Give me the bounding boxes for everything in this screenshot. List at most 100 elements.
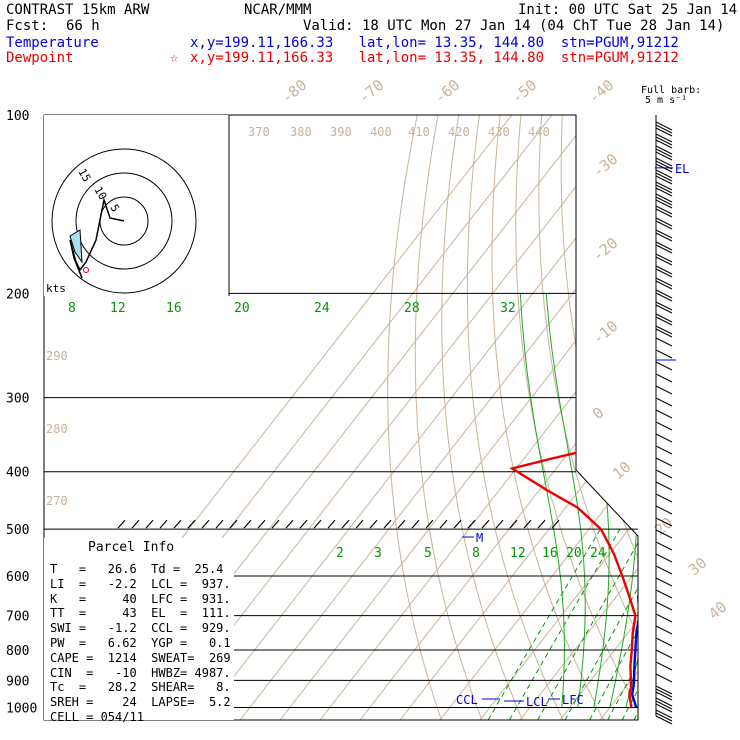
hatch-mark — [201, 519, 210, 529]
hatch-mark — [215, 519, 224, 529]
wind-barb — [655, 685, 673, 695]
mixing-ratio-line — [487, 528, 601, 720]
isotherm-line — [680, 115, 740, 720]
wind-barb — [655, 169, 673, 179]
wind-barb — [655, 148, 673, 158]
wind-barb — [655, 163, 673, 173]
wind-barb — [655, 505, 673, 515]
hatch-mark — [383, 519, 392, 529]
wind-barb — [655, 577, 673, 587]
wind-barb — [655, 187, 673, 197]
dry-adiabat-line — [728, 115, 740, 720]
pressure-label: 200 — [6, 287, 29, 302]
wind-barb — [655, 625, 673, 635]
moist-adiabat-label: 20 — [234, 301, 250, 316]
wind-barb — [655, 481, 673, 491]
dry-adiabat-line — [515, 115, 638, 720]
wind-barb — [655, 304, 673, 314]
mixing-ratio-label: 8 — [472, 546, 480, 561]
wind-barb — [655, 661, 673, 671]
theta-label: 400 — [370, 125, 392, 139]
wind-barb — [655, 151, 673, 161]
hatch-mark — [369, 519, 378, 529]
isotherm-label: -20 — [589, 234, 621, 265]
hatch-mark — [509, 519, 518, 529]
dry-adiabat-line — [466, 115, 564, 720]
moist-adiabat-label: 24 — [314, 301, 330, 316]
isotherm-label: -40 — [585, 76, 617, 107]
wind-barb — [655, 181, 673, 191]
isotherm-line — [399, 115, 638, 720]
mixing-ratio-line — [633, 528, 638, 720]
hodograph-ring-label: 15 — [75, 166, 93, 184]
wind-barb — [655, 253, 673, 263]
wind-barb — [655, 268, 673, 278]
hatch-mark — [453, 519, 462, 529]
theta-label: 290 — [46, 349, 68, 363]
hodograph-ring-label: 10 — [91, 184, 109, 202]
mixing-ratio-label: 3 — [374, 546, 382, 561]
theta-label: 380 — [290, 125, 312, 139]
pressure-label: 500 — [6, 523, 29, 538]
mixing-ratio-label: 5 — [424, 546, 432, 561]
wind-barb — [655, 136, 673, 146]
hatch-mark — [299, 519, 308, 529]
wind-barb — [655, 691, 673, 701]
wind-barb — [655, 637, 673, 647]
parcel-info-row: LI = -2.2 LCL = 937. — [50, 576, 231, 591]
wind-barb — [655, 256, 673, 266]
temperature-location: x,y=199.11,166.33 lat,lon= 13.35, 144.80… — [190, 35, 679, 51]
parcel-info-row: CIN = -10 HWBZ= 4987. — [50, 665, 231, 680]
theta-label: 280 — [46, 422, 68, 436]
model-title: CONTRAST 15km ARW — [6, 2, 150, 18]
isotherm-line — [479, 115, 638, 720]
pressure-label: 700 — [6, 610, 29, 625]
pressure-label: 600 — [6, 570, 29, 585]
isotherm-label: -50 — [508, 76, 540, 107]
wind-barb — [655, 124, 673, 134]
isotherm-label: -60 — [431, 76, 463, 107]
moist-adiabat-label: 8 — [68, 301, 76, 316]
pressure-label: 300 — [6, 392, 29, 407]
hodograph-trace — [69, 197, 125, 279]
parcel-info-row: CELL = 054/11 — [50, 709, 144, 724]
hatch-mark — [411, 519, 420, 529]
parcel-info-panel: Parcel Info T = 26.6 Td = 25.4 LI = -2.2 … — [44, 538, 234, 724]
pressure-label: 900 — [6, 674, 29, 689]
hatch-mark — [425, 519, 434, 529]
hatch-mark — [145, 519, 154, 529]
hatch-mark — [523, 519, 532, 529]
isotherm-line — [720, 115, 740, 720]
pressure-label: 400 — [6, 466, 29, 481]
isotherm-label: 20 — [651, 514, 676, 539]
isotherm-line — [159, 115, 633, 720]
parcel-info-row: SREH = 24 LAPSE= 5.2 — [50, 695, 231, 710]
wind-barb — [655, 703, 673, 713]
m-label: M — [476, 531, 483, 545]
wind-barb — [655, 244, 673, 254]
parcel-info-row: T = 26.6 Td = 25.4 — [50, 562, 224, 576]
wind-barb — [655, 145, 673, 155]
dry-adiabat-line — [687, 115, 740, 720]
theta-label: 440 — [528, 125, 550, 139]
temperature-legend: Temperature — [6, 35, 99, 51]
hatch-mark — [285, 519, 294, 529]
wind-barb — [655, 205, 673, 215]
hatch-mark — [439, 519, 448, 529]
barb-key-line1: Full barb: — [641, 85, 702, 96]
wind-barb — [655, 172, 673, 182]
parcel-info-row: CAPE = 1214 SWEAT= 269 — [50, 650, 231, 665]
wind-barb — [655, 133, 673, 143]
wind-barb — [655, 193, 673, 203]
hatch-mark — [397, 519, 406, 529]
hodograph-ring — [75, 172, 173, 270]
wind-barb — [655, 127, 673, 137]
mixing-ratio-label: 24 — [590, 546, 606, 561]
wind-barb — [655, 301, 673, 311]
dewpoint-legend: Dewpoint — [6, 50, 74, 66]
wind-barb — [655, 292, 673, 302]
hatch-mark — [467, 519, 476, 529]
wind-barb — [655, 709, 673, 719]
mixing-ratio-label: 2 — [336, 546, 344, 561]
